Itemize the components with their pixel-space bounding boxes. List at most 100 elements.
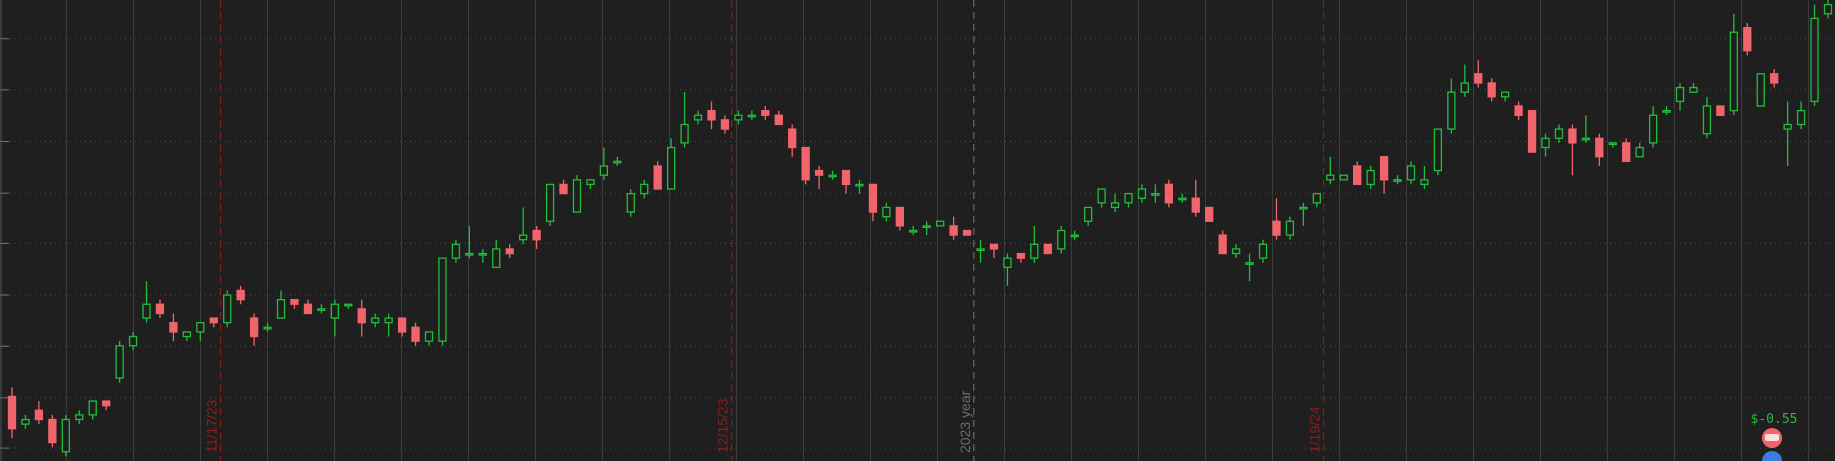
candle (707, 101, 716, 130)
candle-body (1137, 188, 1147, 199)
candle-body (747, 114, 757, 118)
candle (1648, 106, 1658, 148)
candle (1420, 165, 1429, 190)
candle (1191, 179, 1200, 217)
candle-body (196, 322, 205, 333)
candle-body (61, 418, 70, 453)
candle-body (532, 229, 541, 241)
candle (1810, 4, 1819, 107)
candle-body (330, 303, 339, 319)
candle-body (276, 298, 286, 319)
candle-body (411, 326, 420, 342)
info-icon[interactable] (1762, 451, 1782, 461)
candle-body (1312, 192, 1321, 204)
candle (451, 239, 461, 263)
candle (115, 341, 124, 383)
candle-body (1164, 183, 1174, 204)
candle-body (1218, 234, 1227, 255)
candle-body (868, 183, 878, 213)
candle-body (828, 174, 837, 178)
candle-body (841, 169, 851, 186)
candle-body (438, 257, 447, 342)
candle (989, 243, 999, 259)
candle-body (1783, 123, 1792, 130)
candle-body (1689, 86, 1698, 93)
candle (545, 183, 555, 226)
candle-body (1110, 202, 1120, 209)
candle (1151, 184, 1160, 203)
candle-body (519, 234, 528, 241)
candle-body (572, 179, 582, 213)
candle (478, 248, 487, 263)
candle-body (357, 308, 366, 324)
candle-body (182, 331, 192, 338)
candle (868, 183, 878, 222)
candle (814, 165, 824, 190)
candle (384, 313, 393, 337)
candle (1527, 109, 1537, 153)
candle-body (626, 192, 635, 213)
candle-body (1191, 197, 1200, 213)
candle-body (1648, 114, 1658, 144)
candle-body (1326, 174, 1335, 181)
candle-body (344, 303, 353, 307)
candle-body (1595, 137, 1604, 158)
candle (1608, 142, 1617, 148)
candle (236, 285, 245, 305)
candle-body (1743, 27, 1752, 52)
candle (1474, 59, 1483, 88)
candle-body (1083, 206, 1093, 222)
candle-body (761, 109, 770, 116)
candle-body (640, 183, 649, 195)
candle-body (1339, 174, 1348, 181)
candle-body (1581, 137, 1591, 141)
candle-body (7, 395, 17, 430)
candle (747, 110, 757, 120)
date-label: 12/15/23 (715, 398, 731, 453)
candle-body (1097, 188, 1106, 204)
candle-body (788, 128, 797, 149)
candle (317, 304, 326, 314)
candle (1353, 161, 1362, 186)
candle (1258, 239, 1268, 263)
candle-body (1622, 142, 1631, 163)
candle (1689, 82, 1698, 93)
candle (263, 322, 272, 332)
candle (1366, 165, 1375, 190)
candle (303, 299, 313, 315)
candle-body (1043, 243, 1052, 255)
candle-body (75, 414, 84, 421)
candle (196, 322, 205, 342)
candle-body (1729, 31, 1738, 112)
separators: 11/17/23 12/15/23 2023 year 1/19/24 (204, 0, 1325, 461)
candle (1218, 230, 1227, 255)
candle-body (1608, 142, 1617, 146)
candle (882, 202, 891, 222)
candle-body (48, 418, 57, 444)
candle-body (1231, 248, 1241, 255)
candle-body (317, 308, 326, 312)
candle-body (586, 179, 595, 186)
candle (1783, 101, 1792, 166)
candle-body (1393, 179, 1402, 182)
candle (48, 414, 57, 448)
candle (492, 239, 501, 269)
candle-body (653, 165, 662, 190)
candle-body (666, 146, 676, 190)
candle-body (115, 345, 124, 379)
candle-body (1030, 243, 1039, 259)
candle (761, 106, 770, 120)
candle (1756, 73, 1765, 107)
candle-body (922, 225, 931, 229)
candle-body (209, 317, 218, 324)
candle-body (1810, 17, 1819, 103)
candle-body (88, 400, 97, 416)
candle (1447, 78, 1456, 134)
candle-body (1285, 220, 1295, 236)
candle (1124, 192, 1133, 208)
candle (1662, 106, 1671, 116)
candle-body (1205, 206, 1214, 222)
candle (559, 179, 568, 195)
